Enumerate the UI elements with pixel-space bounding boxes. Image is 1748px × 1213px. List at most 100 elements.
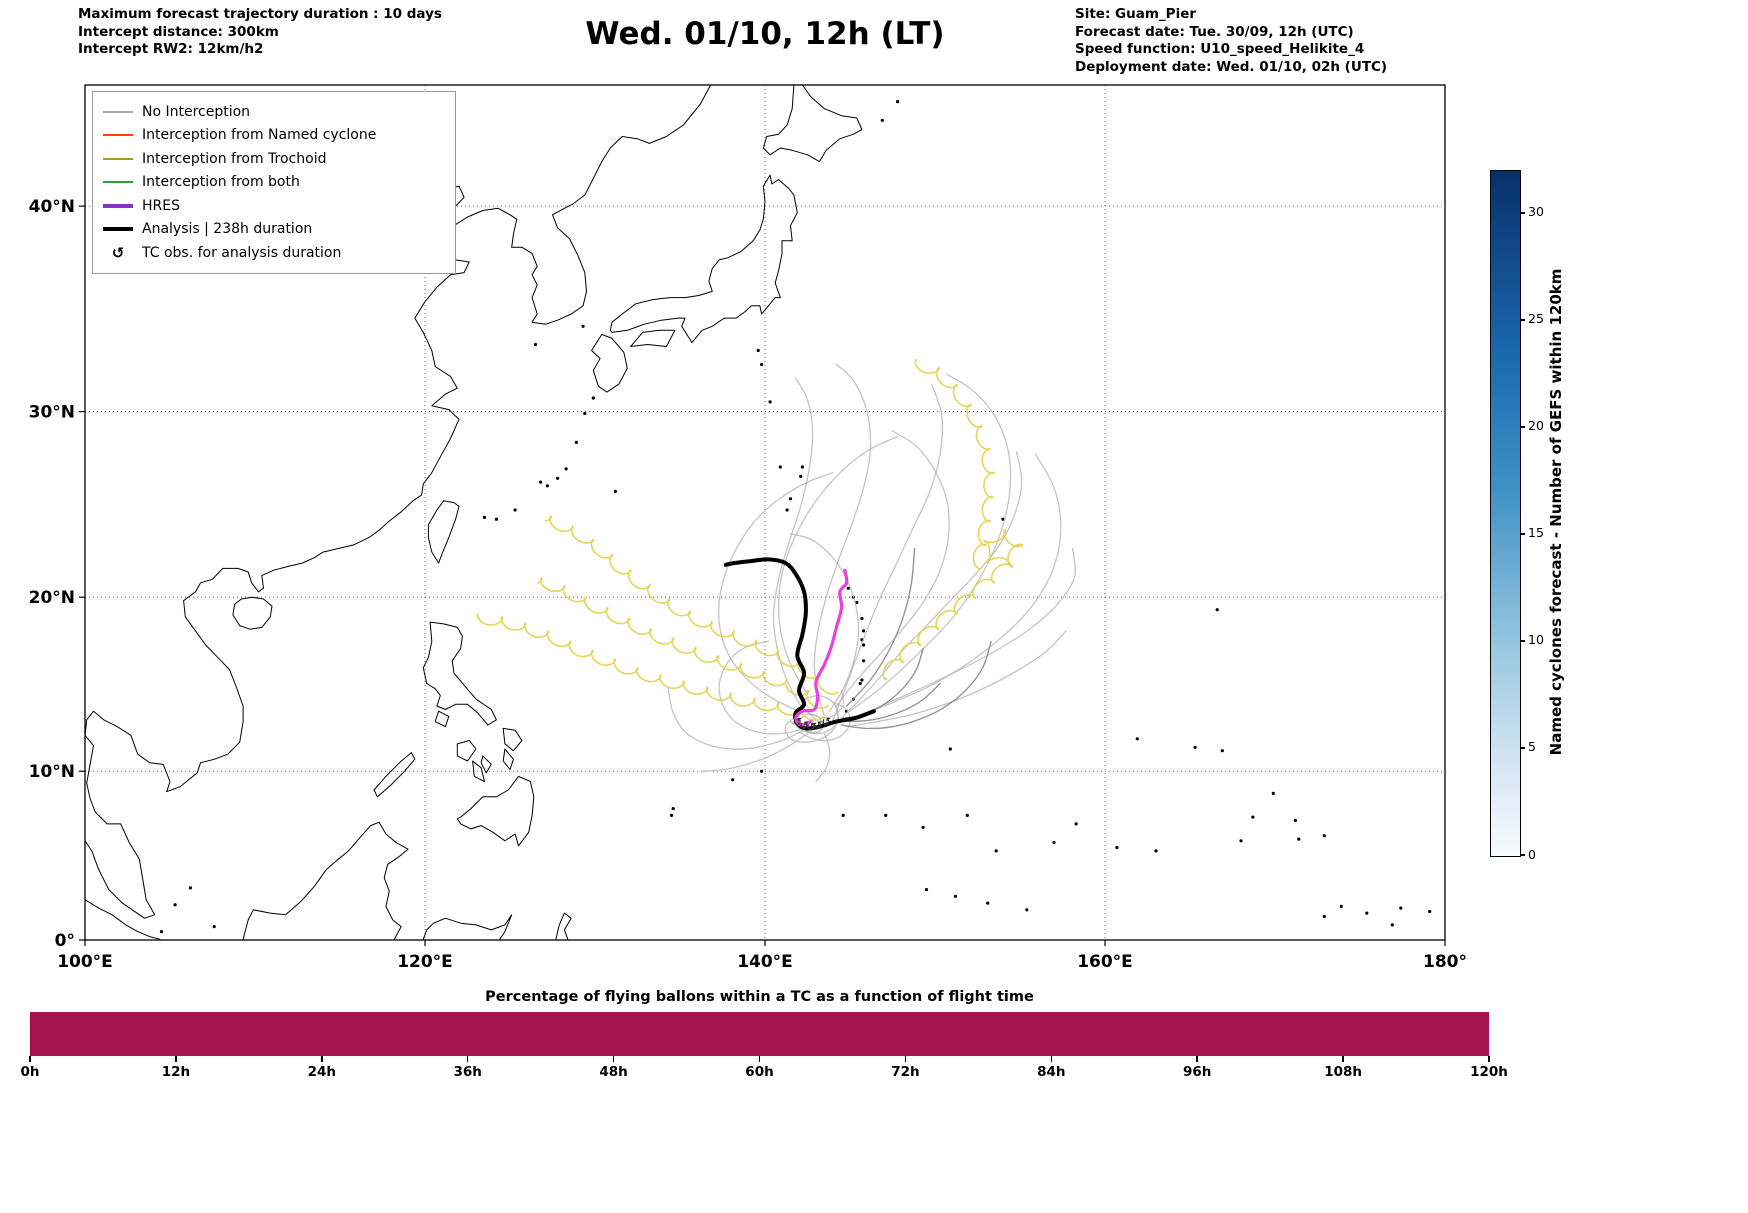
trajectory-no-interception xyxy=(813,363,872,718)
coastline xyxy=(84,84,712,919)
legend-item-label: TC obs. for analysis duration xyxy=(142,244,342,261)
island-dot xyxy=(862,629,866,633)
island-dot xyxy=(545,484,550,488)
island-dot xyxy=(986,901,990,905)
trajectory-no-interception xyxy=(808,689,845,719)
hres-track xyxy=(793,568,849,727)
flight-time-tickmark xyxy=(1488,1056,1490,1062)
colorbar-ticklabel: 30 xyxy=(1528,204,1544,220)
island-dot xyxy=(731,778,735,782)
island-dot xyxy=(846,586,850,590)
flight-time-ticklabel: 36h xyxy=(453,1064,482,1080)
island-dot xyxy=(799,474,803,478)
island-dot xyxy=(1215,608,1219,612)
trajectory-trochoid-interception xyxy=(544,515,839,695)
colorbar-tickmark xyxy=(1520,212,1525,214)
colorbar-ticklabel: 10 xyxy=(1528,632,1544,648)
island-dot xyxy=(1297,837,1301,841)
trajectory-no-interception xyxy=(772,377,817,721)
island-dot xyxy=(482,515,487,520)
intercept-rw2-text: Intercept RW2: 12km/h2 xyxy=(78,41,264,57)
island-dot xyxy=(1251,815,1255,819)
x-ticklabel: 120°E xyxy=(397,952,453,972)
island-dot xyxy=(494,517,498,521)
speed-function-text: Speed function: U10_speed_Helikite_4 xyxy=(1075,41,1365,57)
coastline xyxy=(422,621,497,726)
flight-time-tickmark xyxy=(758,1056,761,1062)
island-dot xyxy=(173,903,177,907)
flight-time-ticklabel: 108h xyxy=(1324,1064,1362,1080)
coastline xyxy=(427,500,460,564)
legend-item: Interception from both xyxy=(103,171,445,195)
x-ticklabel: 100°E xyxy=(57,952,113,972)
intercept-distance-text: Intercept distance: 300km xyxy=(78,23,279,40)
island-dot xyxy=(1293,818,1297,823)
legend-line-swatch xyxy=(103,203,133,208)
colorbar-tickmark xyxy=(1520,854,1525,856)
y-ticklabel: 10°N xyxy=(29,762,75,782)
trajectory-no-interception xyxy=(789,705,840,735)
flight-time-tickmark xyxy=(466,1056,469,1062)
max-duration-text: Maximum forecast trajectory duration : 1… xyxy=(78,6,442,22)
trajectory-trochoid-interception xyxy=(914,359,995,570)
island-dot xyxy=(884,813,888,818)
colorbar-ticklabel: 20 xyxy=(1528,418,1544,434)
tc-obs-symbol-icon: ↺ xyxy=(111,243,125,262)
y-ticklabel: 40°N xyxy=(29,197,75,217)
coastline xyxy=(762,84,863,163)
trajectory-no-interception xyxy=(701,729,814,772)
legend-item-label: Interception from Named cyclone xyxy=(142,127,377,144)
island-dot xyxy=(1390,923,1394,927)
legend-item: No Interception xyxy=(103,100,445,124)
island-dot xyxy=(800,465,805,469)
coastline xyxy=(502,727,523,752)
island-dot xyxy=(1193,745,1197,749)
legend-item-label: Interception from Trochoid xyxy=(142,150,327,167)
island-dot xyxy=(556,476,560,480)
coastline xyxy=(434,710,450,728)
island-dot xyxy=(1239,839,1243,843)
coastline xyxy=(480,755,492,774)
x-ticklabel: 160°E xyxy=(1077,952,1133,972)
colorbar-tickmark xyxy=(1520,640,1525,642)
trajectory-no-interception xyxy=(718,640,817,735)
tc-obs-marker: ↺ xyxy=(793,716,802,729)
colorbar-tickmark xyxy=(1520,319,1525,321)
island-dot xyxy=(860,616,864,621)
y-ticklabel: 30°N xyxy=(29,403,75,423)
island-dot xyxy=(574,440,578,444)
trajectory-no-interception xyxy=(845,630,1067,728)
island-dot xyxy=(1322,914,1326,919)
colorbar-label: Named cyclones forecast - Number of GEFS… xyxy=(1547,268,1565,756)
legend-line-swatch xyxy=(103,227,133,232)
island-dot xyxy=(539,480,543,484)
legend-item-label: Interception from both xyxy=(142,174,300,191)
y-ticklabel: 0° xyxy=(55,931,75,951)
flight-time-ticklabel: 72h xyxy=(891,1064,920,1080)
island-dot xyxy=(583,411,587,416)
deployment-date-text: Deployment date: Wed. 01/10, 02h (UTC) xyxy=(1075,58,1388,75)
tc-obs-marker: ↺ xyxy=(799,719,808,732)
x-ticklabel: 140°E xyxy=(737,952,793,972)
colorbar-tickmark xyxy=(1520,426,1525,428)
flight-time-tickmark xyxy=(1342,1056,1344,1062)
island-dot xyxy=(1271,791,1275,796)
trajectory-no-interception xyxy=(845,547,916,707)
legend-item: ↺ TC obs. for analysis duration xyxy=(103,241,445,265)
island-dot xyxy=(880,118,884,122)
colorbar-ticklabel: 25 xyxy=(1528,311,1544,327)
legend-line-swatch xyxy=(103,181,133,184)
trajectory-trochoid-interception xyxy=(476,613,826,721)
island-dot xyxy=(159,930,164,934)
trajectory-no-interception xyxy=(784,694,839,743)
island-dot xyxy=(591,396,595,400)
flight-time-ticklabel: 60h xyxy=(745,1064,774,1080)
island-dot xyxy=(513,508,517,512)
island-dot xyxy=(1074,822,1078,826)
island-dot xyxy=(1428,909,1432,914)
trajectory-trochoid-interception xyxy=(882,528,1024,681)
header-info-left: Maximum forecast trajectory duration : 1… xyxy=(78,6,442,59)
island-dot xyxy=(1220,749,1224,753)
island-dot xyxy=(1115,845,1119,850)
